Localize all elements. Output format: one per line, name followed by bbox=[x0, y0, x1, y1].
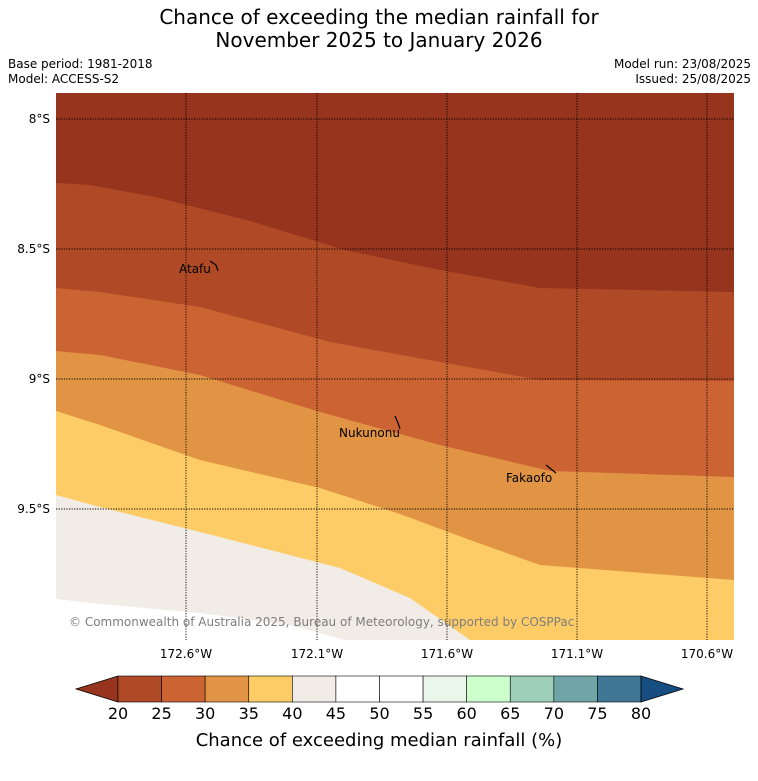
colorbar-segment bbox=[466, 675, 511, 703]
lat-label-8s: 8°S bbox=[28, 112, 50, 126]
atoll-nukunonu bbox=[394, 415, 401, 430]
colorbar-tick-label: 25 bbox=[151, 704, 172, 723]
atoll-fakaofo bbox=[545, 464, 557, 474]
colorbar-segment bbox=[161, 675, 206, 703]
colorbar-tick-label: 60 bbox=[456, 704, 477, 723]
colorbar-under-arrow bbox=[74, 675, 119, 703]
colorbar-tick-label: 50 bbox=[369, 704, 390, 723]
colorbar-segment bbox=[248, 675, 293, 703]
colorbar-segment bbox=[335, 675, 380, 703]
place-atafu: Atafu bbox=[179, 262, 211, 276]
colorbar-tick-label: 35 bbox=[238, 704, 259, 723]
copyright-notice: © Commonwealth of Australia 2025, Bureau… bbox=[69, 615, 575, 629]
base-period: Base period: 1981-2018 bbox=[8, 57, 153, 71]
lon-label-171-6w: 171.6°W bbox=[420, 647, 474, 661]
colorbar-tick-label: 75 bbox=[587, 704, 608, 723]
issued-date: Issued: 25/08/2025 bbox=[635, 72, 751, 86]
colorbar-segment bbox=[553, 675, 598, 703]
colorbar-tick-label: 70 bbox=[543, 704, 564, 723]
colorbar-segment bbox=[509, 675, 555, 703]
lon-label-172-1w: 172.1°W bbox=[290, 647, 344, 661]
title-line-1: Chance of exceeding the median rainfall … bbox=[159, 5, 599, 29]
model-name: Model: ACCESS-S2 bbox=[8, 72, 120, 86]
colorbar-tick-label: 45 bbox=[325, 704, 347, 723]
colorbar-segment bbox=[597, 675, 642, 703]
rainfall-bands bbox=[56, 93, 734, 640]
band-45-50 bbox=[56, 599, 345, 640]
colorbar-tick-label: 65 bbox=[500, 704, 521, 723]
lat-label-8-5s: 8.5°S bbox=[17, 242, 50, 256]
colorbar-over-arrow bbox=[640, 675, 685, 703]
lat-label-9-5s: 9.5°S bbox=[17, 502, 50, 516]
colorbar-title: Chance of exceeding median rainfall (%) bbox=[195, 730, 563, 751]
place-fakaofo: Fakaofo bbox=[506, 471, 553, 485]
title-line-2: November 2025 to January 2026 bbox=[215, 28, 543, 52]
colorbar-segment bbox=[379, 675, 424, 703]
colorbar-tick-label: 30 bbox=[194, 704, 216, 723]
model-run: Model run: 23/08/2025 bbox=[613, 57, 751, 71]
lon-label-171-1w: 171.1°W bbox=[550, 647, 604, 661]
colorbar-tick-label: 20 bbox=[107, 704, 129, 723]
colorbar-segment bbox=[422, 675, 467, 703]
colorbar-segment bbox=[292, 675, 337, 703]
graticule bbox=[56, 93, 734, 640]
atoll-atafu bbox=[209, 260, 219, 272]
lat-label-9s: 9°S bbox=[28, 372, 50, 386]
colorbar bbox=[74, 675, 685, 703]
colorbar-segment bbox=[117, 675, 162, 703]
colorbar-segment bbox=[204, 675, 250, 703]
colorbar-tick-label: 55 bbox=[412, 704, 434, 723]
band-40-45 bbox=[56, 495, 470, 640]
lon-label-170-6w: 170.6°W bbox=[680, 647, 734, 661]
atolls bbox=[209, 260, 557, 474]
meta-right: Model run: 23/08/2025 Issued: 25/08/2025 bbox=[614, 57, 751, 87]
map-title: Chance of exceeding the median rainfall … bbox=[0, 6, 758, 52]
colorbar-tick-label: 80 bbox=[630, 704, 652, 723]
colorbar-tick-label: 40 bbox=[282, 704, 303, 723]
place-nukunonu: Nukunonu bbox=[339, 426, 400, 440]
meta-left: Base period: 1981-2018 Model: ACCESS-S2 bbox=[8, 57, 153, 87]
lon-label-172-6w: 172.6°W bbox=[159, 647, 213, 661]
